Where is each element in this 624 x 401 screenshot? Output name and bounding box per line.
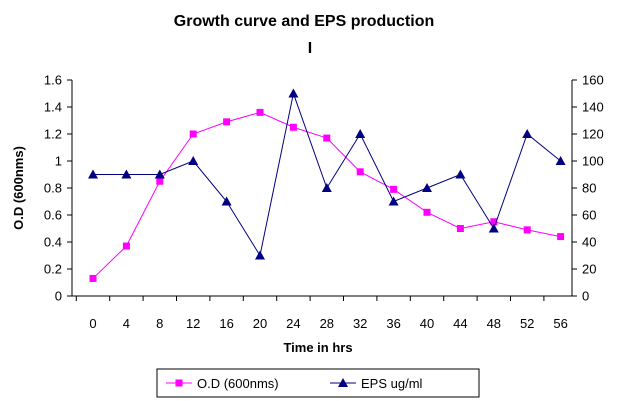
- left-tick-label: 1.4: [44, 100, 62, 115]
- series-0-point: [557, 233, 565, 241]
- series-0-point: [289, 123, 297, 131]
- y-axis-label: O.D (600nms): [11, 146, 26, 230]
- series-1-point: [321, 183, 332, 192]
- series-0-point: [490, 218, 498, 226]
- x-tick-label: 32: [353, 316, 367, 331]
- x-tick-label: 52: [520, 316, 534, 331]
- x-tick-label: 4: [123, 316, 130, 331]
- series-0-point: [390, 185, 398, 193]
- series-1-point: [488, 223, 499, 233]
- right-tick-label: 0: [582, 289, 589, 304]
- left-tick-label: 0.4: [44, 235, 62, 250]
- left-tick-label: 1.6: [44, 73, 62, 88]
- x-axis-label: Time in hrs: [283, 340, 352, 355]
- series-0-point: [189, 130, 197, 138]
- right-tick-label: 120: [582, 127, 604, 142]
- left-tick-label: 1: [55, 154, 62, 169]
- right-tick-label: 100: [582, 154, 604, 169]
- plot-area: [88, 88, 566, 282]
- series-1-point: [255, 250, 265, 260]
- legend-box: [156, 368, 480, 398]
- series-0-point: [523, 226, 531, 234]
- x-tick-label: 48: [487, 316, 501, 331]
- x-tick-label: 0: [89, 316, 96, 331]
- right-tick-label: 20: [582, 262, 596, 277]
- legend-label-0: O.D (600nms): [197, 376, 279, 391]
- right-tick-label: 40: [582, 235, 596, 250]
- series-1-point: [288, 88, 299, 98]
- right-tick-label: 60: [582, 208, 596, 223]
- series-0-point: [423, 208, 431, 216]
- x-tick-label: 12: [186, 316, 200, 331]
- series-1-point: [88, 169, 98, 179]
- legend-marker-1: [338, 378, 348, 387]
- left-tick-label: 0.8: [44, 181, 62, 196]
- left-tick-label: 0.6: [44, 208, 62, 223]
- x-tick-label: 44: [453, 316, 467, 331]
- series-1-point: [522, 129, 533, 138]
- series-1-point: [121, 169, 132, 179]
- series-0-point: [323, 134, 331, 142]
- x-tick-label: 28: [320, 316, 334, 331]
- series-1-point: [221, 196, 232, 206]
- x-tick-label: 24: [286, 316, 300, 331]
- series-0-point: [356, 168, 364, 176]
- left-tick-label: 0.2: [44, 262, 62, 277]
- chart-subtitle: I: [308, 40, 312, 57]
- series-1-point: [355, 129, 366, 138]
- x-tick-label: 56: [553, 316, 567, 331]
- series-0-point: [456, 225, 464, 232]
- x-tick-label: 36: [386, 316, 400, 331]
- left-tick-label: 1.2: [44, 127, 62, 142]
- series-0-point: [89, 274, 97, 282]
- legend: O.D (600nms) EPS ug/ml: [156, 368, 480, 398]
- left-tick-label: 0: [55, 289, 62, 304]
- legend-label-1: EPS ug/ml: [361, 376, 423, 391]
- right-tick-label: 80: [582, 181, 596, 196]
- series-1-point: [422, 183, 432, 192]
- axes: 00.20.40.60.811.21.41.602040608010012014…: [44, 73, 604, 332]
- chart-title: Growth curve and EPS production: [174, 13, 434, 30]
- x-tick-label: 8: [156, 316, 163, 331]
- x-tick-label: 40: [420, 316, 434, 331]
- right-tick-label: 140: [582, 100, 604, 115]
- series-0-point: [122, 242, 130, 250]
- x-tick-label: 16: [219, 316, 233, 331]
- series-0-point: [156, 177, 164, 185]
- legend-marker-0: [175, 379, 183, 387]
- series-0-point: [223, 118, 231, 126]
- series-1-point: [154, 169, 165, 179]
- series-0-point: [256, 108, 264, 116]
- series-1-point: [555, 156, 566, 165]
- right-tick-label: 160: [582, 73, 604, 88]
- series-1-point: [455, 169, 466, 179]
- x-tick-label: 20: [253, 316, 267, 331]
- series-1-point: [188, 156, 199, 165]
- series-1-point: [388, 196, 399, 206]
